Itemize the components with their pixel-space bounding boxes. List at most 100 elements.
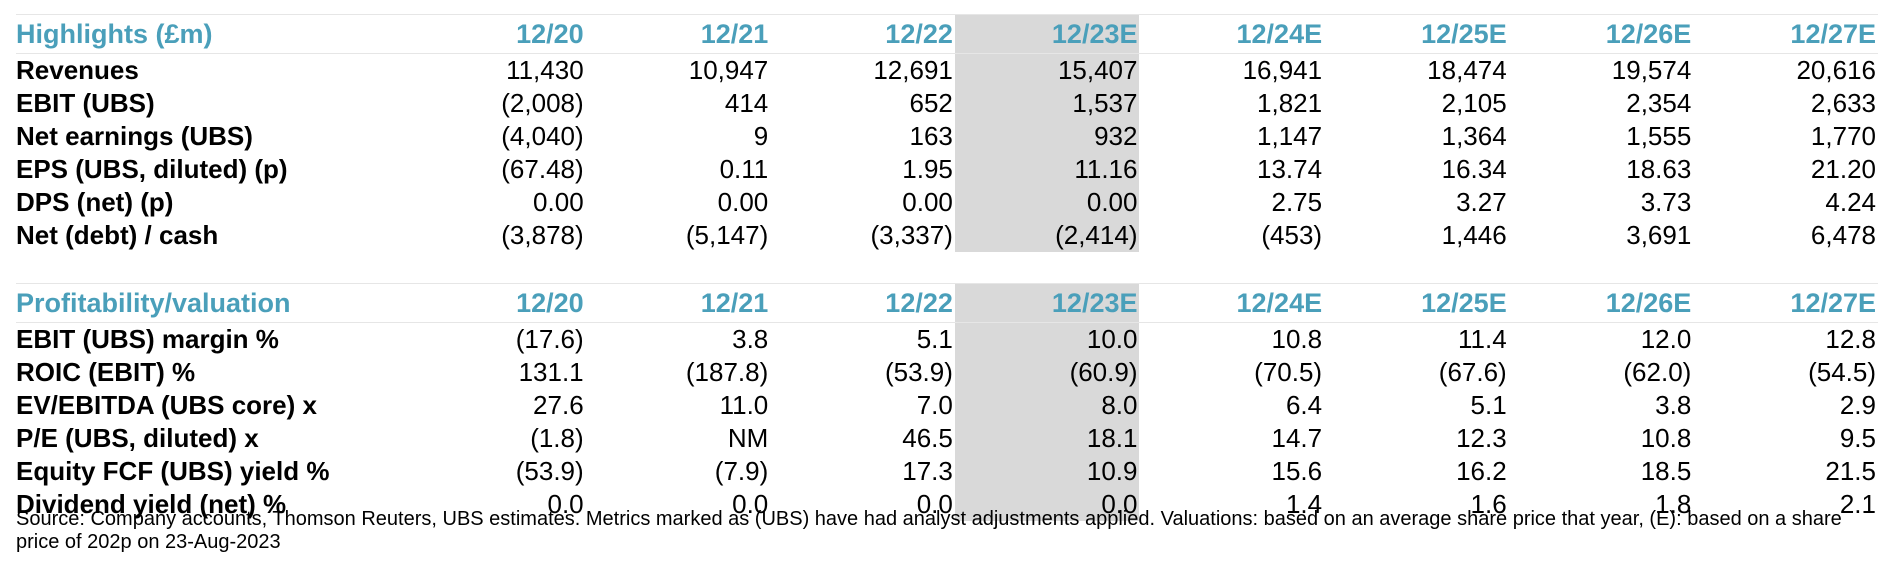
- table-cell: 3.8: [732, 324, 769, 354]
- table-cell: 12.8: [1825, 324, 1876, 354]
- table-cell: 0.00: [954, 186, 1140, 219]
- table-cell: 1.8: [1655, 489, 1692, 519]
- table-cell: 18.5: [1640, 456, 1692, 486]
- table-cell: 3.73: [1640, 187, 1692, 217]
- table-cell: 11.16: [954, 153, 1140, 186]
- row-label: EV/EBITDA (UBS core) x: [16, 390, 317, 420]
- table-cell: 0.11: [719, 154, 769, 184]
- table-cell: 18,474: [1427, 55, 1507, 85]
- table-cell: 1.6: [1470, 489, 1507, 519]
- row-label: EBIT (UBS) margin %: [16, 324, 279, 354]
- table-cell: (60.9): [954, 356, 1140, 389]
- profitability-header-row: Profitability/valuation 12/20 12/21 12/22 12…: [16, 283, 1878, 323]
- table-row: EBIT (UBS) (2,008) 414 652 1,537 1,821 2,105 2,…: [16, 87, 1878, 120]
- table-cell: (4,040): [501, 121, 584, 151]
- row-label: Equity FCF (UBS) yield %: [16, 456, 330, 486]
- year-header: 12/26E: [1508, 14, 1694, 54]
- table-cell: (2,414): [954, 219, 1140, 252]
- table-cell: 27.6: [533, 390, 584, 420]
- row-label: EBIT (UBS): [16, 88, 155, 118]
- row-label: Dividend yield (net) %: [16, 489, 287, 519]
- table-cell: 1,446: [1441, 220, 1507, 250]
- row-label: Revenues: [16, 55, 139, 85]
- table-cell: 3.27: [1456, 187, 1507, 217]
- year-header: 12/22: [770, 283, 955, 323]
- table-cell: 6.4: [1285, 390, 1323, 420]
- table-cell: 14.7: [1271, 423, 1323, 453]
- table-cell: (3,337): [870, 220, 953, 250]
- table-cell: 2.9: [1839, 390, 1876, 420]
- table-cell: 163: [909, 121, 953, 151]
- table-cell: 6,478: [1810, 220, 1876, 250]
- table-cell: 19,574: [1611, 55, 1692, 85]
- table-row: DPS (net) (p) 0.00 0.00 0.00 0.00 2.75 3.27 3.7…: [16, 186, 1878, 219]
- table-cell: 1,537: [954, 87, 1140, 120]
- table-row: EV/EBITDA (UBS core) x 27.6 11.0 7.0 8.0 6.4 5…: [16, 389, 1878, 422]
- row-label: ROIC (EBIT) %: [16, 357, 196, 387]
- spacer-cell: [954, 252, 1140, 284]
- table-cell: 414: [724, 88, 769, 118]
- table-cell: 2,354: [1626, 88, 1692, 118]
- table-cell: 46.5: [902, 423, 953, 453]
- spacer-cell: [1693, 252, 1878, 284]
- spacer-cell: [586, 252, 771, 284]
- table-cell: 0.00: [717, 187, 769, 217]
- table-cell: 11,430: [506, 55, 584, 85]
- table-cell: (453): [1261, 220, 1323, 250]
- year-header: 12/27E: [1693, 14, 1878, 54]
- table-cell: (54.5): [1808, 357, 1876, 387]
- table-cell: 18.63: [1626, 154, 1692, 184]
- table-cell: 131.1: [518, 357, 584, 387]
- table-row: EPS (UBS, diluted) (p) (67.48) 0.11 1.95 11.…: [16, 153, 1878, 186]
- table-cell: (5,147): [685, 220, 769, 250]
- table-cell: 8.0: [954, 389, 1140, 422]
- table-row: P/E (UBS, diluted) x (1.8) NM 46.5 18.1 14.7 1…: [16, 422, 1878, 455]
- profitability-section-title: Profitability/valuation: [16, 283, 402, 323]
- table-cell: 2,105: [1441, 88, 1507, 118]
- table-cell: 0.0: [916, 489, 953, 519]
- year-header: 12/25E: [1324, 14, 1509, 54]
- table-cell: 3,691: [1626, 220, 1692, 250]
- table-cell: 10.8: [1640, 423, 1692, 453]
- table-row: Equity FCF (UBS) yield % (53.9) (7.9) 17.3 1…: [16, 455, 1878, 488]
- table-row: Net (debt) / cash (3,878) (5,147) (3,337) (2…: [16, 219, 1878, 252]
- table-cell: 10,947: [688, 55, 769, 85]
- year-header: 12/22: [770, 14, 955, 54]
- table-row: EBIT (UBS) margin % (17.6) 3.8 5.1 10.0 10.8 1…: [16, 322, 1878, 356]
- table-cell: 0.00: [902, 187, 953, 217]
- table-cell: 10.8: [1271, 324, 1323, 354]
- year-header: 12/20: [401, 14, 586, 54]
- table-cell: 7.0: [916, 390, 953, 420]
- table-cell: (62.0): [1623, 357, 1692, 387]
- year-header: 12/24E: [1139, 14, 1325, 54]
- year-header: 12/21: [585, 14, 771, 54]
- table-cell: (187.8): [685, 357, 769, 387]
- table-cell: 2.75: [1271, 187, 1323, 217]
- table-cell: 12.0: [1640, 324, 1692, 354]
- table-cell: (53.9): [515, 456, 584, 486]
- table-cell: 1,770: [1810, 121, 1876, 151]
- table-cell: 1.4: [1285, 489, 1323, 519]
- table-cell: 16.2: [1456, 456, 1507, 486]
- spacer-cell: [1139, 252, 1324, 284]
- table-cell: (17.6): [515, 324, 584, 354]
- year-header: 12/23E: [954, 14, 1140, 54]
- table-cell: 20,616: [1796, 55, 1876, 85]
- table-cell: 4.24: [1825, 187, 1876, 217]
- table-cell: (1.8): [530, 423, 584, 453]
- table-cell: 5.1: [916, 324, 953, 354]
- table-cell: 1.95: [902, 154, 953, 184]
- table-cell: 9: [753, 121, 769, 151]
- table-cell: 652: [909, 88, 953, 118]
- table-cell: 2.1: [1839, 489, 1876, 519]
- table-cell: 1,821: [1257, 88, 1323, 118]
- table-cell: 16.34: [1441, 154, 1507, 184]
- table-cell: 3.8: [1655, 390, 1692, 420]
- table-cell: 1,147: [1257, 121, 1323, 151]
- table-cell: 932: [954, 120, 1140, 153]
- financial-table: Highlights (£m) 12/20 12/21 12/22 12/23E 12/2…: [16, 14, 1878, 521]
- table-cell: 10.0: [954, 322, 1140, 356]
- table-row: Revenues 11,430 10,947 12,691 15,407 16,941 18…: [16, 53, 1878, 87]
- table-cell: (67.6): [1438, 357, 1507, 387]
- financial-summary: Highlights (£m) 12/20 12/21 12/22 12/23E 12/2…: [16, 14, 1878, 521]
